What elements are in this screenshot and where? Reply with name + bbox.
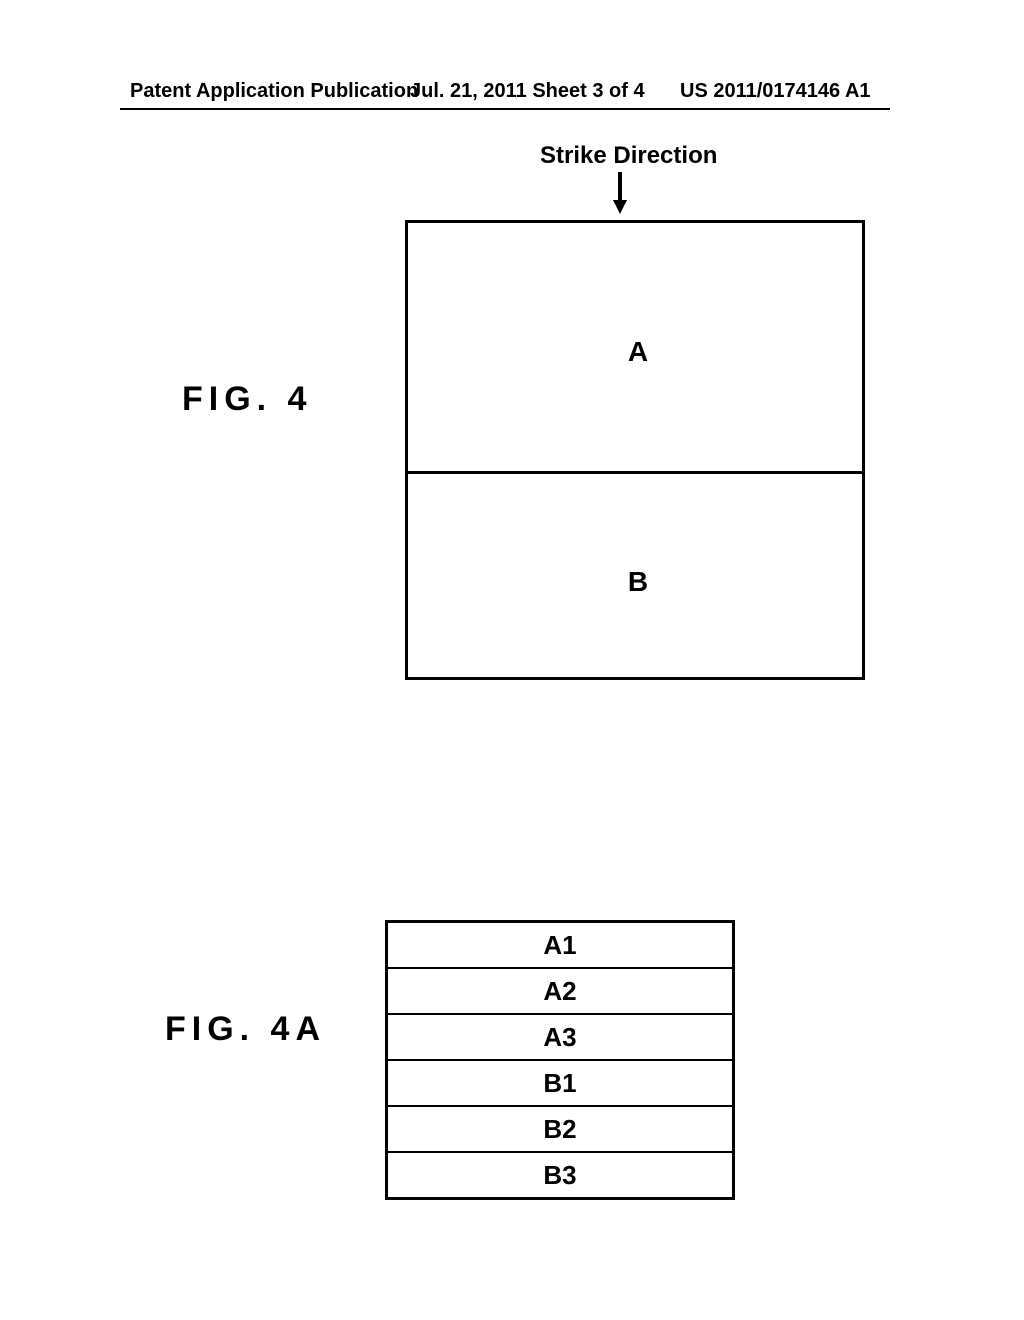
table-row: A2 [388,969,732,1015]
strike-direction-label: Strike Direction [540,142,717,170]
section-b-label: B [628,566,648,598]
header-rule [120,108,890,110]
fig4a-table: A1 A2 A3 B1 B2 B3 [385,920,735,1200]
fig4-divider [408,471,862,474]
table-row: A1 [388,923,732,969]
header-center: Jul. 21, 2011 Sheet 3 of 4 [410,80,645,103]
table-row: B3 [388,1153,732,1197]
fig4-diagram-box: A B [405,220,865,680]
table-row: B1 [388,1061,732,1107]
table-row: B2 [388,1107,732,1153]
table-row: A3 [388,1015,732,1061]
header-right: US 2011/0174146 A1 [680,80,871,103]
section-a-label: A [628,336,648,368]
fig4a-caption: FIG. 4A [165,1010,326,1049]
arrow-down-shaft [618,172,622,200]
fig4-caption: FIG. 4 [182,380,312,419]
arrow-down-icon [613,200,627,214]
header-left: Patent Application Publication [130,80,418,103]
